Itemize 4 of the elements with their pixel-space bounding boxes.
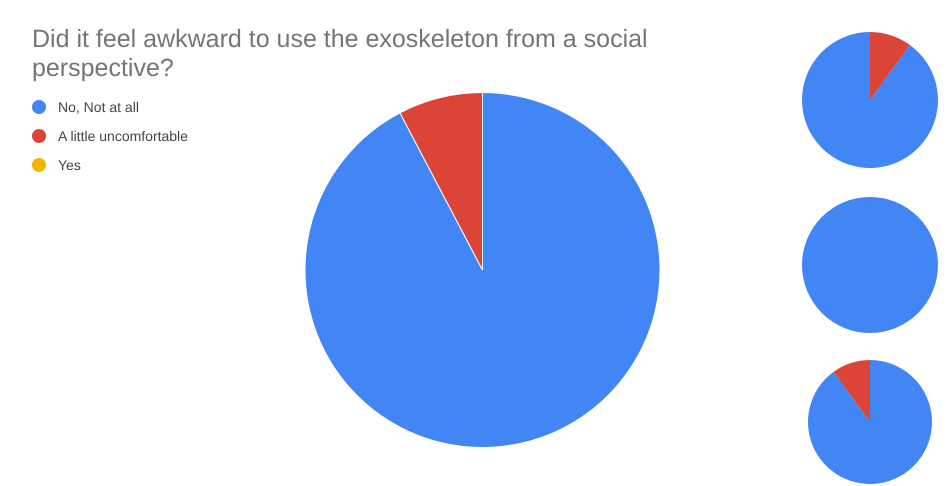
legend-label: No, Not at all <box>58 98 139 114</box>
legend-label: A little uncomfortable <box>58 128 188 144</box>
chart-title: Did it feel awkward to use the exoskeleton from a social perspective? <box>32 25 649 83</box>
legend-label: Yes <box>58 156 81 172</box>
